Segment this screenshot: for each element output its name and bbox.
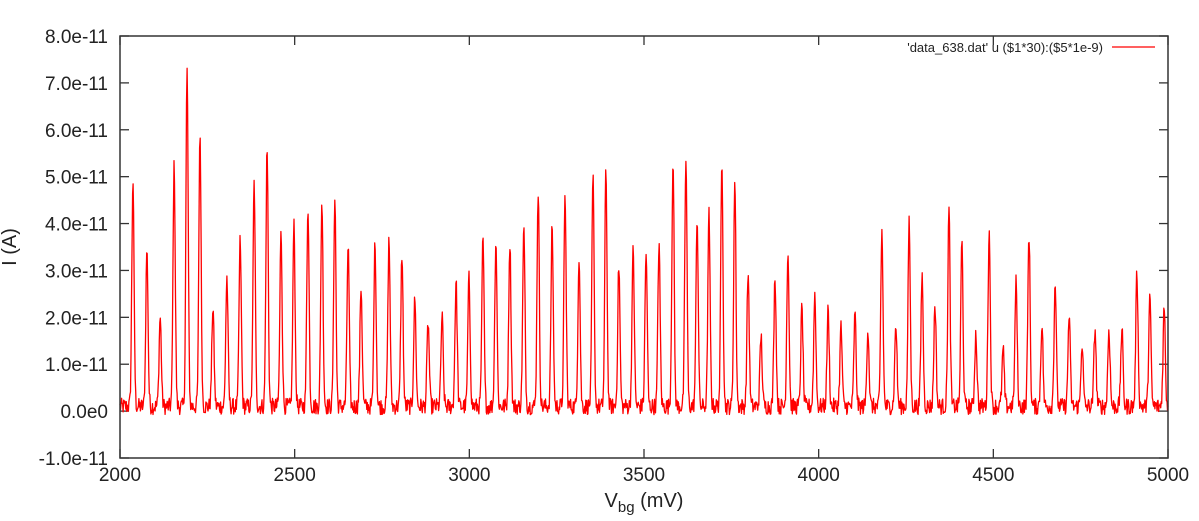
y-tick-label: -1.0e-11: [39, 449, 108, 470]
y-axis-label: I (A): [0, 228, 21, 266]
y-tick-label: 3.0e-11: [45, 261, 108, 282]
y-tick-label: 8.0e-11: [45, 27, 108, 48]
series-line: [119, 67, 1169, 416]
y-tick-label: 6.0e-11: [45, 121, 108, 142]
y-tick-label: 1.0e-11: [45, 355, 108, 376]
y-tick-label: 0.0e0: [60, 402, 108, 423]
x-axis-label: Vbg (mV): [605, 490, 684, 516]
y-tick-label: 7.0e-11: [45, 74, 108, 95]
x-tick-labels: 2000 2500 3000 3500 4000 4500 5000: [99, 465, 1189, 486]
legend: 'data_638.dat' u ($1*30):($5*1e-9): [907, 40, 1155, 55]
x-tick-label: 4500: [972, 465, 1014, 486]
plot-frame: [119, 35, 1169, 459]
x-tick-label: 4000: [798, 465, 840, 486]
x-tick-label: 2000: [99, 465, 141, 486]
x-tick-label: 3000: [448, 465, 490, 486]
y-tick-label: 5.0e-11: [45, 168, 108, 189]
y-tick-label: 2.0e-11: [45, 308, 108, 329]
x-tick-label: 3500: [623, 465, 665, 486]
y-tick-label: 4.0e-11: [45, 215, 108, 236]
x-tick-label: 2500: [274, 465, 316, 486]
legend-label: 'data_638.dat' u ($1*30):($5*1e-9): [907, 40, 1103, 55]
y-tick-labels: 8.0e-11 7.0e-11 6.0e-11 5.0e-11 4.0e-11 3.0e-…: [39, 27, 108, 470]
x-tick-label: 5000: [1147, 465, 1189, 486]
